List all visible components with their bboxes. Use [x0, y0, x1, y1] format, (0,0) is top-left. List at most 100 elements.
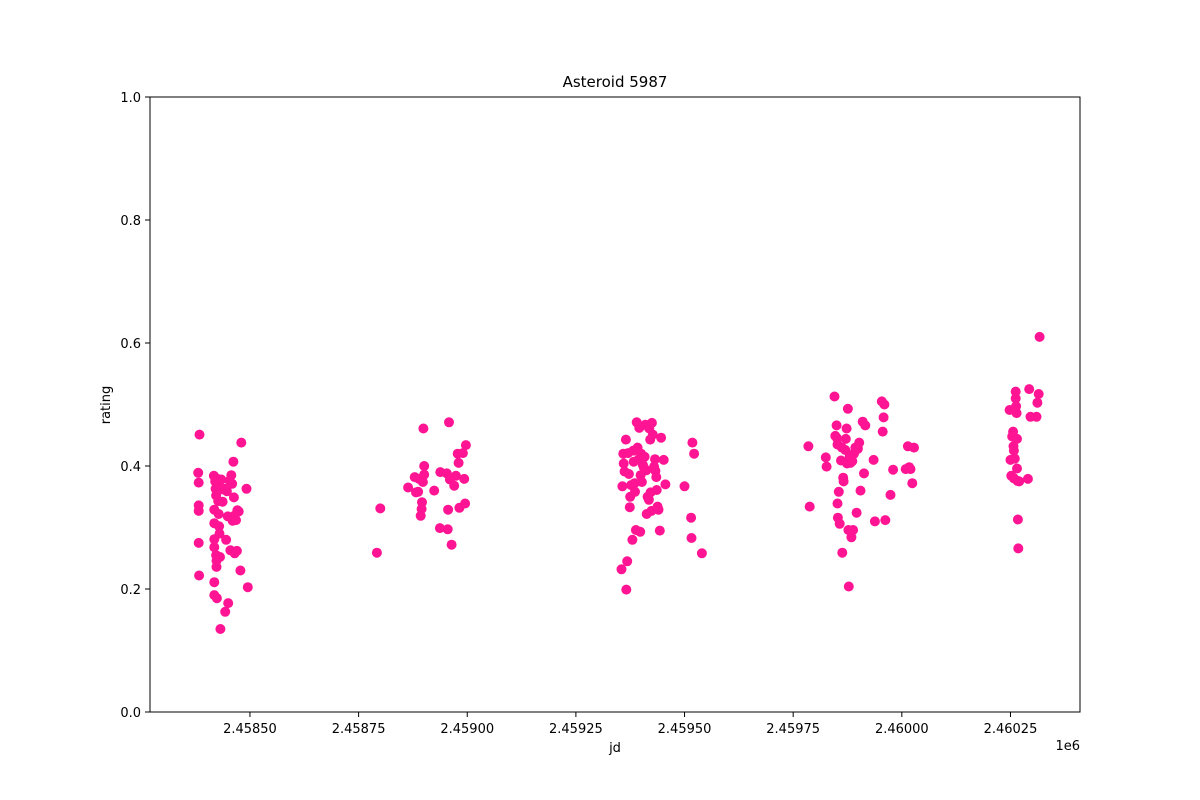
data-point: [460, 498, 471, 509]
data-point: [616, 564, 627, 575]
y-tick-label: 1.0: [120, 91, 141, 106]
data-point: [869, 516, 880, 527]
data-point: [233, 506, 244, 517]
data-point: [228, 492, 239, 503]
data-point: [194, 570, 205, 581]
data-point: [879, 399, 890, 410]
y-tick-label: 0.6: [120, 337, 141, 352]
data-point: [654, 525, 665, 536]
data-point: [1010, 386, 1021, 397]
data-point: [413, 486, 424, 497]
x-axis-label: jd: [608, 741, 621, 756]
data-point: [221, 534, 232, 545]
data-point: [656, 432, 667, 443]
data-point: [434, 523, 445, 534]
data-point: [211, 593, 222, 604]
data-point: [651, 472, 662, 483]
data-point: [1024, 384, 1035, 395]
data-point: [647, 429, 658, 440]
data-point: [193, 477, 204, 488]
data-point: [231, 515, 241, 526]
data-point: [242, 582, 253, 593]
data-point: [231, 545, 242, 556]
data-point: [622, 556, 633, 567]
data-point: [843, 581, 854, 592]
data-point: [624, 502, 635, 513]
data-point: [837, 547, 848, 558]
data-point: [1022, 473, 1033, 484]
data-point: [444, 417, 454, 428]
data-point: [226, 470, 237, 481]
data-point: [627, 534, 638, 545]
data-point: [1012, 514, 1023, 525]
data-point: [216, 474, 227, 485]
data-point: [429, 485, 440, 496]
y-tick-label: 0.0: [120, 706, 141, 721]
data-point: [235, 565, 246, 576]
y-axis: 0.0 0.2 0.4 0.6 0.8 1.0: [120, 91, 150, 721]
data-point: [838, 476, 849, 487]
data-point: [831, 420, 842, 431]
data-point: [214, 521, 225, 532]
data-point: [878, 412, 889, 423]
data-point: [1011, 408, 1022, 419]
data-point: [418, 423, 429, 434]
data-point: [686, 512, 697, 523]
data-point: [641, 465, 652, 476]
data-point: [877, 426, 888, 437]
data-point: [885, 489, 896, 500]
data-point: [457, 448, 468, 459]
x-tick-label: 2.45925: [549, 722, 603, 737]
data-point: [639, 451, 650, 462]
data-point: [635, 526, 646, 537]
data-point: [646, 417, 657, 428]
data-point: [803, 441, 814, 452]
data-point: [214, 528, 225, 539]
data-point: [1012, 463, 1022, 474]
data-point: [1014, 476, 1025, 487]
data-point: [621, 584, 632, 595]
data-point: [217, 496, 228, 507]
data-point: [1033, 389, 1044, 399]
x-axis: 2.45850 2.45875 2.45900 2.45925 2.45950 2.459…: [223, 712, 1037, 737]
data-point: [658, 454, 669, 465]
data-point: [453, 457, 464, 468]
data-point: [855, 485, 866, 496]
data-point: [209, 542, 220, 553]
data-point: [834, 518, 845, 529]
data-point: [888, 464, 899, 475]
data-point: [236, 437, 247, 448]
data-point: [617, 481, 628, 492]
x-tick-label: 2.45950: [658, 722, 712, 737]
y-tick-label: 0.8: [120, 214, 141, 229]
y-tick-label: 0.4: [120, 460, 141, 475]
data-point: [1008, 445, 1019, 456]
data-point: [907, 478, 918, 489]
plot-frame: [149, 96, 1081, 713]
data-point: [687, 437, 698, 448]
data-point: [403, 482, 414, 493]
data-point: [905, 464, 916, 475]
data-point: [1013, 543, 1024, 554]
data-point: [620, 434, 631, 445]
data-point: [193, 537, 204, 548]
data-point: [419, 461, 430, 471]
points-layer: [193, 331, 1045, 634]
data-point: [848, 525, 859, 535]
data-point: [679, 481, 690, 492]
x-tick-label: 2.45875: [332, 722, 386, 737]
data-point: [821, 461, 832, 472]
data-point: [241, 483, 252, 494]
data-point: [820, 452, 831, 463]
data-point: [851, 507, 862, 518]
data-point: [449, 480, 460, 491]
data-point: [228, 456, 239, 467]
data-point: [211, 561, 222, 572]
data-point: [215, 624, 226, 634]
data-point: [443, 504, 454, 515]
data-point: [221, 486, 232, 497]
data-point: [653, 504, 664, 515]
data-point: [636, 477, 647, 487]
